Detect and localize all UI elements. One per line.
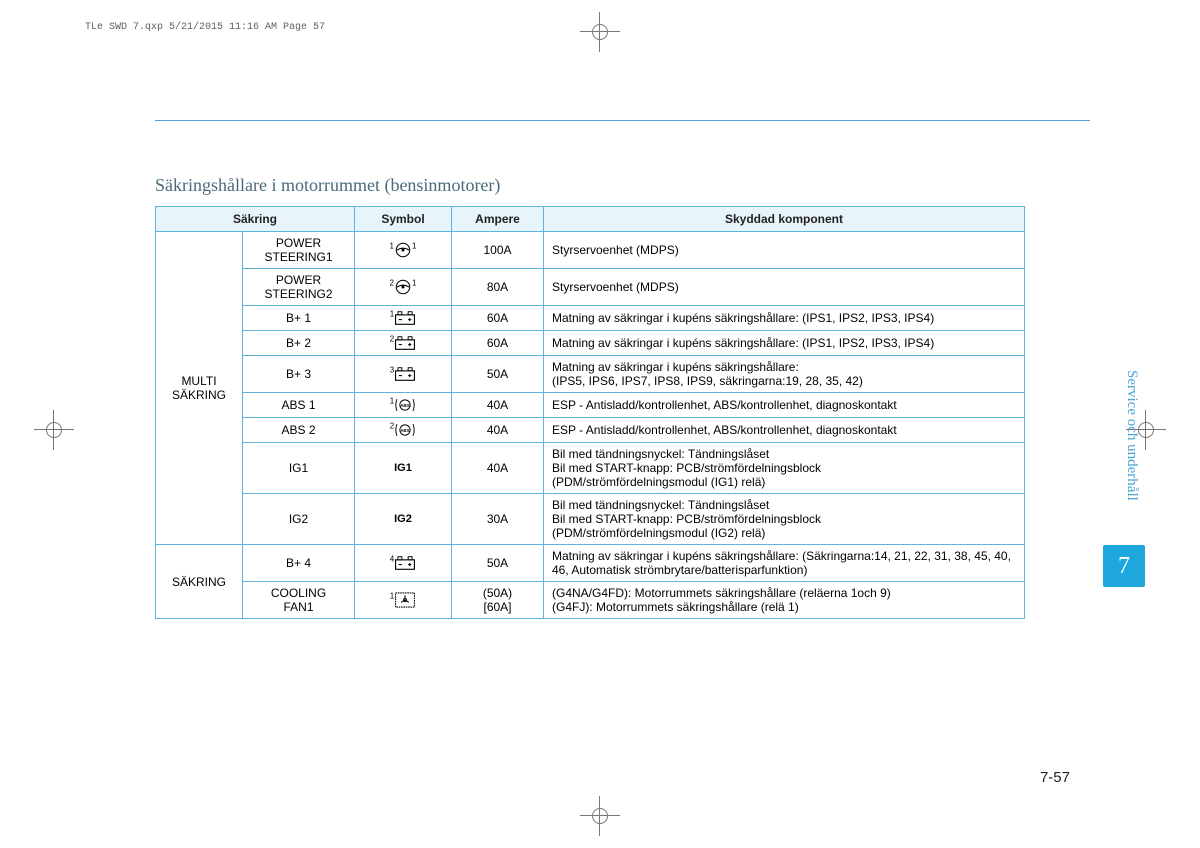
- fuse-ampere: 50A: [452, 356, 544, 393]
- fuse-ampere: 40A: [452, 443, 544, 494]
- table-row: MULTISÄKRINGPOWERSTEERING111100AStyrserv…: [156, 232, 1025, 269]
- fuse-description: Matning av säkringar i kupéns säkringshå…: [544, 545, 1025, 582]
- fuse-description: Bil med tändningsnyckel: TändningslåsetB…: [544, 443, 1025, 494]
- table-row: B+ 2260AMatning av säkringar i kupéns sä…: [156, 331, 1025, 356]
- table-row: IG1IG140ABil med tändningsnyckel: Tändni…: [156, 443, 1025, 494]
- fuse-symbol: 4: [355, 545, 452, 582]
- fuse-name: ABS 1: [243, 393, 355, 418]
- fuse-ampere: 100A: [452, 232, 544, 269]
- page-title: Säkringshållare i motorrummet (bensinmot…: [155, 175, 1025, 196]
- fuse-symbol: 1: [355, 306, 452, 331]
- fuse-name: IG1: [243, 443, 355, 494]
- table-row: IG2IG230ABil med tändningsnyckel: Tändni…: [156, 494, 1025, 545]
- fuse-ampere: 40A: [452, 393, 544, 418]
- svg-text:ABS: ABS: [401, 403, 410, 408]
- fuse-group-label: SÄKRING: [156, 545, 243, 619]
- fuse-name: POWERSTEERING2: [243, 269, 355, 306]
- table-row: COOLINGFAN11(50A)[60A](G4NA/G4FD): Motor…: [156, 582, 1025, 619]
- crop-mark-bottom: [580, 796, 620, 836]
- fuse-name: B+ 3: [243, 356, 355, 393]
- fuse-symbol: IG1: [355, 443, 452, 494]
- fuse-ampere: 60A: [452, 306, 544, 331]
- fuse-name: COOLINGFAN1: [243, 582, 355, 619]
- fuse-description: (G4NA/G4FD): Motorrummets säkringshållar…: [544, 582, 1025, 619]
- fuse-name: IG2: [243, 494, 355, 545]
- fuse-name: POWERSTEERING1: [243, 232, 355, 269]
- table-row: ABS 22ABS40AESP - Antisladd/kontrollenhe…: [156, 418, 1025, 443]
- fuse-symbol: 2: [355, 331, 452, 356]
- col-ampere-header: Ampere: [452, 207, 544, 232]
- fuse-symbol: 11: [355, 232, 452, 269]
- fuse-name: B+ 2: [243, 331, 355, 356]
- col-fuse-header: Säkring: [156, 207, 355, 232]
- table-row: SÄKRINGB+ 4450AMatning av säkringar i ku…: [156, 545, 1025, 582]
- table-row: B+ 3350AMatning av säkringar i kupéns sä…: [156, 356, 1025, 393]
- fuse-ampere: (50A)[60A]: [452, 582, 544, 619]
- fuse-symbol: IG2: [355, 494, 452, 545]
- table-row: POWERSTEERING22180AStyrservoenhet (MDPS): [156, 269, 1025, 306]
- fuse-ampere: 30A: [452, 494, 544, 545]
- col-symbol-header: Symbol: [355, 207, 452, 232]
- svg-text:ABS: ABS: [401, 428, 410, 433]
- section-side-label: Service och underhåll: [1123, 370, 1140, 501]
- fuse-symbol: 21: [355, 269, 452, 306]
- fuse-description: Bil med tändningsnyckel: TändningslåsetB…: [544, 494, 1025, 545]
- chapter-number-box: 7: [1103, 545, 1145, 587]
- crop-mark-top: [580, 12, 620, 52]
- fuse-description: Styrservoenhet (MDPS): [544, 232, 1025, 269]
- header-rule: [155, 120, 1090, 121]
- fuse-group-label: MULTISÄKRING: [156, 232, 243, 545]
- fuse-name: B+ 4: [243, 545, 355, 582]
- table-row: ABS 11ABS40AESP - Antisladd/kontrollenhe…: [156, 393, 1025, 418]
- table-row: B+ 1160AMatning av säkringar i kupéns sä…: [156, 306, 1025, 331]
- fuse-ampere: 40A: [452, 418, 544, 443]
- fuse-description: Matning av säkringar i kupéns säkringshå…: [544, 306, 1025, 331]
- fuse-symbol: 2ABS: [355, 418, 452, 443]
- fuse-description: Styrservoenhet (MDPS): [544, 269, 1025, 306]
- fuse-description: ESP - Antisladd/kontrollenhet, ABS/kontr…: [544, 393, 1025, 418]
- fuse-symbol: 1: [355, 582, 452, 619]
- fuse-symbol: 3: [355, 356, 452, 393]
- col-component-header: Skyddad komponent: [544, 207, 1025, 232]
- fuse-description: Matning av säkringar i kupéns säkringshå…: [544, 331, 1025, 356]
- fuse-ampere: 60A: [452, 331, 544, 356]
- fuse-ampere: 80A: [452, 269, 544, 306]
- fuse-description: ESP - Antisladd/kontrollenhet, ABS/kontr…: [544, 418, 1025, 443]
- page-number: 7-57: [1040, 769, 1070, 786]
- crop-mark-left: [34, 410, 74, 450]
- print-header: TLe SWD 7.qxp 5/21/2015 11:16 AM Page 57: [85, 22, 325, 33]
- fuse-description: Matning av säkringar i kupéns säkringshå…: [544, 356, 1025, 393]
- fuse-name: ABS 2: [243, 418, 355, 443]
- table-header-row: Säkring Symbol Ampere Skyddad komponent: [156, 207, 1025, 232]
- fuse-table: Säkring Symbol Ampere Skyddad komponent …: [155, 206, 1025, 619]
- fuse-ampere: 50A: [452, 545, 544, 582]
- fuse-symbol: 1ABS: [355, 393, 452, 418]
- fuse-name: B+ 1: [243, 306, 355, 331]
